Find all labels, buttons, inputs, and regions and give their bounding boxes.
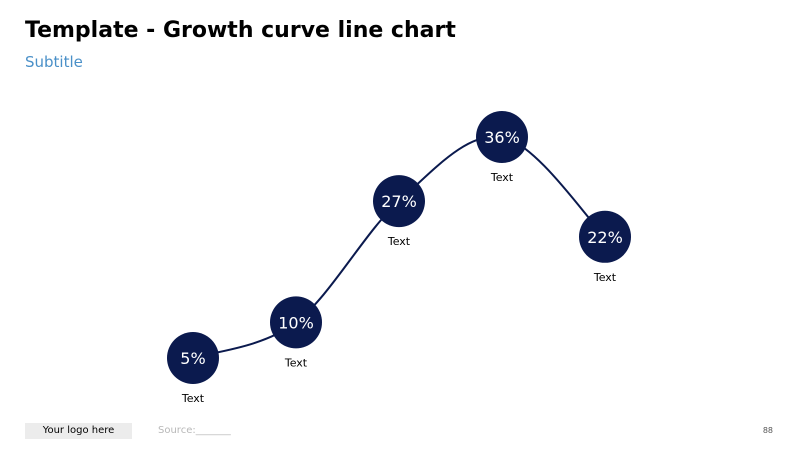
data-point: 22% Text [579, 210, 631, 284]
data-label: 36% [484, 128, 520, 147]
data-point: 27% Text [373, 175, 425, 248]
data-label: 10% [278, 313, 314, 332]
logo-placeholder: Your logo here [25, 423, 132, 439]
data-label: 22% [587, 228, 623, 247]
data-point-marker [476, 111, 528, 163]
data-point: 10% Text [270, 296, 322, 369]
data-point-marker [579, 210, 631, 263]
source-note: Source:_______ [158, 425, 231, 436]
category-label: Text [490, 171, 514, 184]
data-point-marker [270, 296, 322, 349]
category-label: Text [284, 356, 308, 369]
data-point-marker [373, 175, 425, 228]
data-label: 27% [381, 192, 417, 211]
category-label: Text [593, 271, 617, 284]
data-label: 5% [180, 349, 205, 368]
page-number: 88 [762, 426, 773, 435]
category-label: Text [181, 392, 205, 405]
data-point: 5% Text [167, 332, 219, 405]
data-point: 36% Text [476, 111, 528, 184]
category-label: Text [387, 235, 411, 248]
page-subtitle: Subtitle [25, 53, 83, 71]
data-point-marker [167, 332, 219, 384]
page-title: Template - Growth curve line chart [25, 18, 456, 43]
